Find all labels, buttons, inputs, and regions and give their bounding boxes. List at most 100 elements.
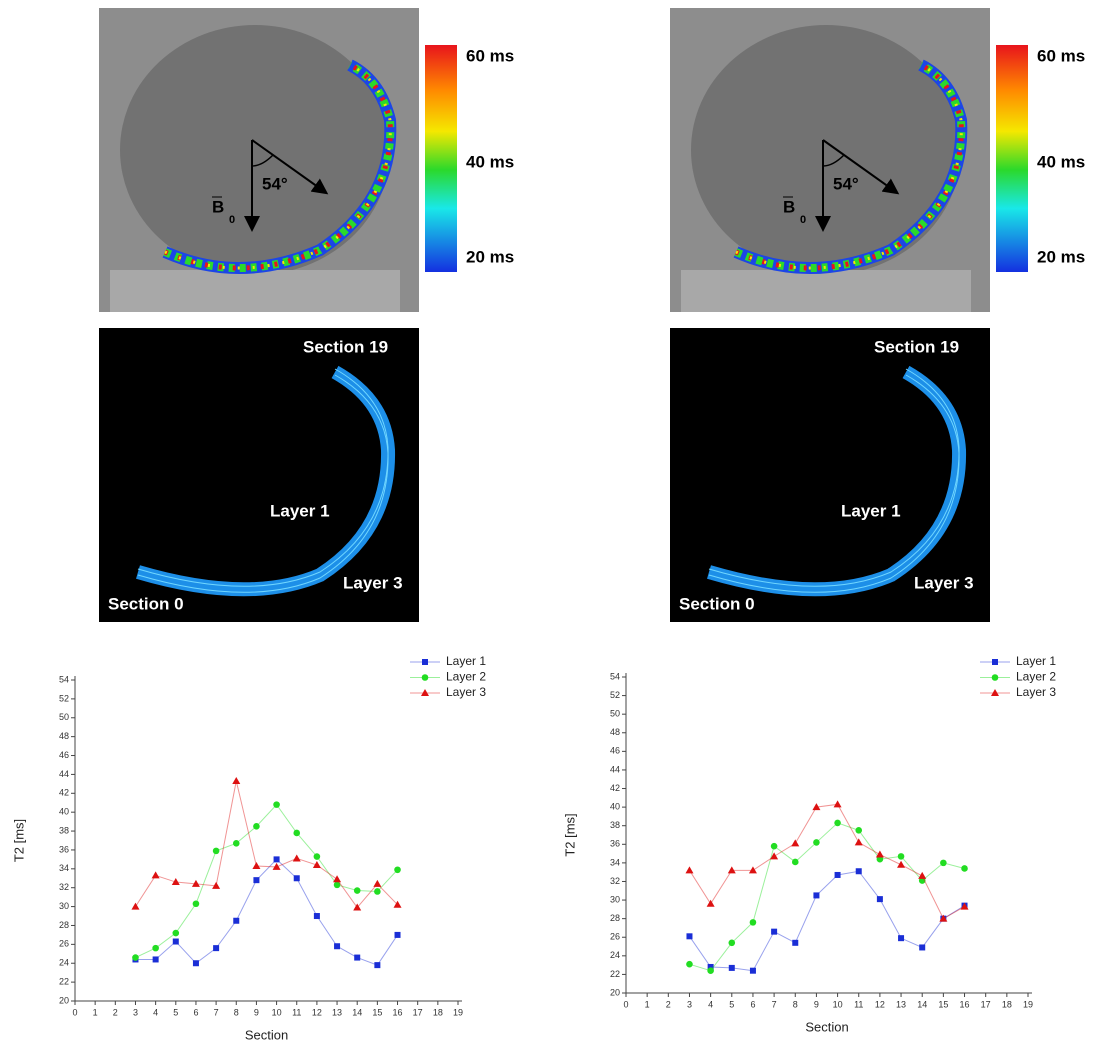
y-tick-label: 30 <box>610 894 620 904</box>
segment-label: Section 19 <box>303 337 388 356</box>
y-tick-label: 42 <box>610 783 620 793</box>
legend-label: Layer 2 <box>446 670 486 684</box>
marker <box>313 913 320 920</box>
y-tick-label: 22 <box>59 976 69 986</box>
marker <box>273 856 280 863</box>
y-tick-label: 26 <box>610 932 620 942</box>
marker <box>939 914 948 922</box>
x-tick-label: 3 <box>687 999 692 1009</box>
marker <box>813 839 820 846</box>
marker <box>854 838 863 846</box>
cartilage-map <box>163 62 393 271</box>
panel: 54° B0 60 ms 40 ms 20 ms Section 19 Layer 1 Lay… <box>670 8 1085 622</box>
y-axis-label: T2 [ms] <box>11 819 26 862</box>
femoral-condyle <box>120 25 390 275</box>
colorbar <box>425 45 457 272</box>
x-tick-label: 10 <box>833 999 843 1009</box>
angle-label: 54° <box>262 174 288 193</box>
series-line <box>689 803 965 920</box>
marker <box>172 938 179 945</box>
marker <box>421 689 429 696</box>
x-tick-label: 16 <box>960 999 970 1009</box>
colorbar-label: 40 ms <box>466 152 514 171</box>
marker <box>421 674 429 681</box>
marker <box>898 935 905 942</box>
y-tick-label: 52 <box>610 690 620 700</box>
marker <box>728 939 736 947</box>
x-tick-label: 14 <box>352 1007 362 1017</box>
marker <box>374 888 381 895</box>
marker <box>960 902 969 910</box>
segment-label: Layer 3 <box>914 573 974 592</box>
marker <box>770 842 778 850</box>
marker <box>373 879 382 887</box>
y-tick-label: 44 <box>610 764 620 774</box>
y-tick-label: 20 <box>59 995 69 1005</box>
marker <box>686 933 693 940</box>
y-tick-label: 46 <box>610 746 620 756</box>
series-line <box>689 822 965 972</box>
marker <box>172 929 180 937</box>
marker <box>749 967 756 974</box>
x-axis-label: Section <box>805 1019 848 1034</box>
y-tick-label: 26 <box>59 939 69 949</box>
y-axis-label: T2 [ms] <box>562 813 577 856</box>
marker <box>686 960 693 968</box>
segmentation-map <box>137 368 389 587</box>
angle-label: 54° <box>833 174 859 193</box>
segmentation-map <box>707 365 967 597</box>
marker <box>393 900 402 908</box>
marker <box>876 896 883 903</box>
x-axis-label: Section <box>245 1027 288 1042</box>
marker <box>192 960 199 967</box>
marker <box>132 954 139 961</box>
marker <box>191 879 200 887</box>
angle-arc <box>822 154 845 167</box>
y-tick-label: 44 <box>59 769 69 779</box>
marker <box>353 903 362 911</box>
x-tick-label: 5 <box>729 999 734 1009</box>
segment-label: Layer 3 <box>343 573 403 592</box>
colorbar-label: 60 ms <box>1037 46 1085 65</box>
x-tick-label: 18 <box>433 1007 443 1017</box>
legend-label: Layer 1 <box>446 654 486 668</box>
marker <box>354 954 361 961</box>
y-tick-label: 50 <box>610 709 620 719</box>
y-tick-label: 40 <box>610 801 620 811</box>
marker <box>213 945 220 952</box>
x-tick-label: 0 <box>72 1007 77 1017</box>
marker <box>991 689 999 696</box>
x-tick-label: 7 <box>772 999 777 1009</box>
marker <box>394 866 401 874</box>
marker <box>748 866 757 874</box>
marker <box>212 881 221 889</box>
series-line <box>135 803 398 959</box>
x-tick-label: 5 <box>173 1007 178 1017</box>
segmentation-map <box>708 368 960 587</box>
marker <box>919 944 926 951</box>
marker <box>233 917 240 924</box>
y-tick-label: 32 <box>610 876 620 886</box>
segmentation-map <box>708 374 960 593</box>
series-line <box>689 870 965 972</box>
marker <box>333 875 342 883</box>
marker <box>813 892 820 899</box>
marker <box>812 803 821 811</box>
marker <box>212 847 220 855</box>
marker <box>727 866 736 874</box>
tibia <box>681 270 971 312</box>
field-subscript: 0 <box>229 214 235 226</box>
y-tick-label: 34 <box>59 863 69 873</box>
marker <box>152 944 159 952</box>
x-tick-label: 15 <box>938 999 948 1009</box>
marker <box>333 881 341 889</box>
marker <box>992 659 998 665</box>
y-tick-label: 28 <box>59 920 69 930</box>
y-tick-label: 36 <box>59 844 69 854</box>
angle-arrow <box>251 139 329 195</box>
marker <box>252 861 261 869</box>
marker <box>991 674 999 681</box>
series-line <box>135 780 398 909</box>
field-label: B <box>212 197 224 216</box>
